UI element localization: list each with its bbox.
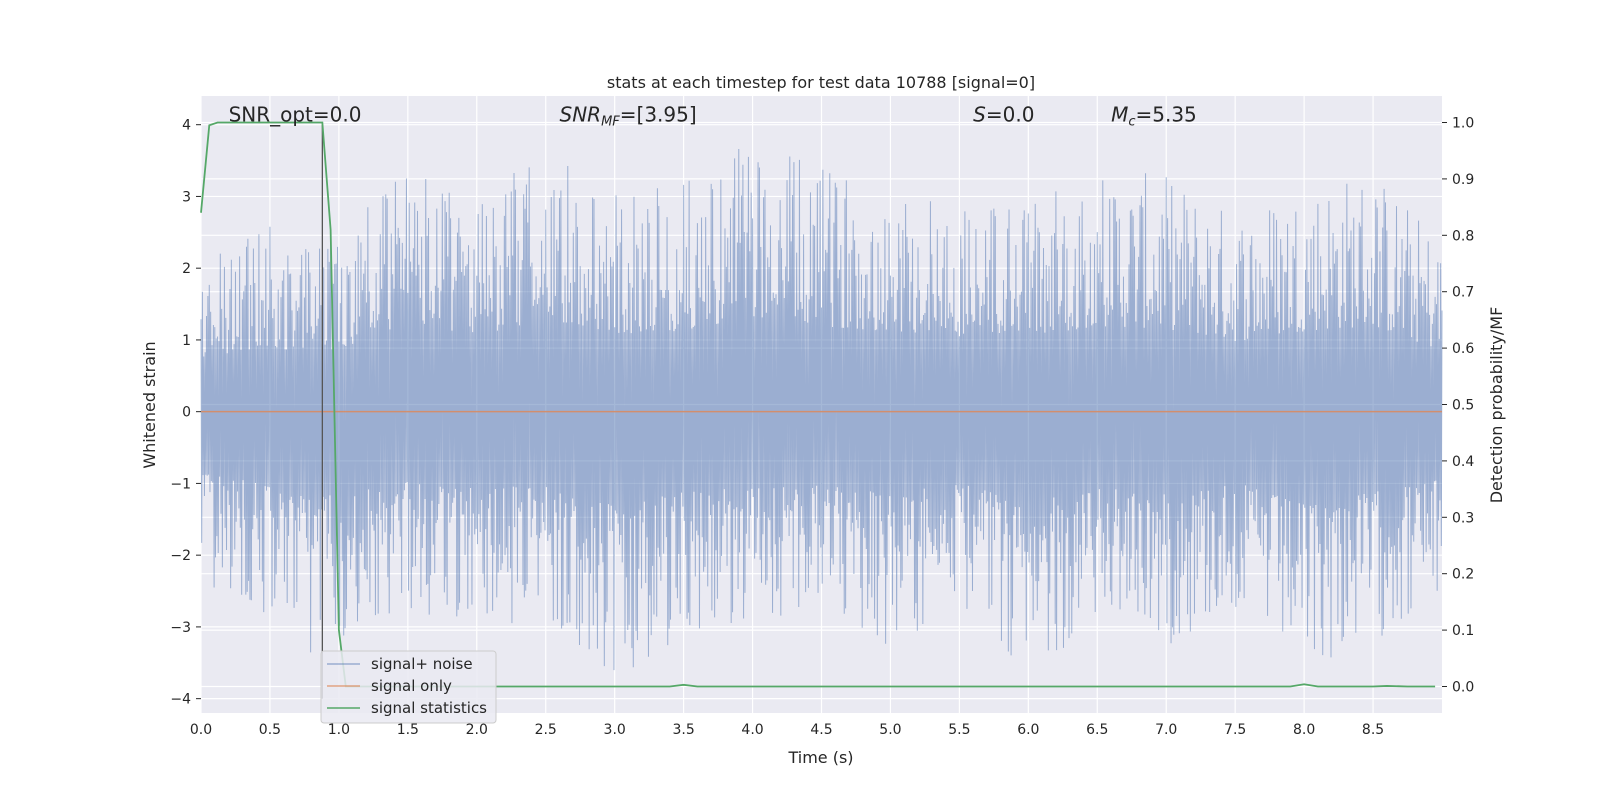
y2-tick-label: 1.0 — [1452, 116, 1474, 132]
y-tick-label: −2 — [170, 548, 191, 564]
y-tick-label: 1 — [182, 333, 191, 349]
annotation-snr-opt: SNR_opt=0.0 — [229, 103, 362, 127]
annotation-value: =5.35 — [1135, 103, 1196, 127]
x-tick-label: 5.5 — [948, 722, 970, 738]
y2-axis-label: Detection probability/MF — [1487, 307, 1506, 504]
series-signal-statistics-line — [200, 121, 1436, 688]
y2-tick-label: 0.3 — [1452, 510, 1474, 526]
x-tick-label: 1.5 — [397, 722, 419, 738]
y-tick-label: −4 — [170, 692, 191, 708]
annotation-s: S=0.0 — [973, 103, 1034, 127]
x-tick-label: 8.0 — [1293, 722, 1315, 738]
series-layer — [200, 121, 1443, 699]
legend-label-signal-noise: signal+ noise — [371, 655, 473, 673]
legend: signal+ noise signal only signal statist… — [320, 650, 497, 724]
x-tick-label: 2.5 — [535, 722, 557, 738]
y-tick-label: −1 — [170, 476, 191, 492]
x-tick-label: 4.5 — [810, 722, 832, 738]
x-axis-label: Time (s) — [787, 748, 853, 767]
annotation-symbol: SNR — [560, 103, 602, 127]
annotation-symbol: M — [1111, 103, 1128, 127]
annotation-value: =0.0 — [986, 103, 1035, 127]
y-tick-label: 2 — [182, 261, 191, 277]
y-tick-label: 4 — [182, 118, 191, 134]
x-tick-label: 3.0 — [604, 722, 626, 738]
x-tick-label: 0.5 — [259, 722, 281, 738]
annotations: SNR_opt=0.0 SNRMF=[3.95] S=0.0 Mc=5.35 — [229, 103, 1197, 130]
legend-label-signal-only: signal only — [371, 677, 452, 695]
x-tick-label: 3.5 — [672, 722, 694, 738]
annotation-subscript: c — [1128, 115, 1135, 130]
y2-tick-label: 0.6 — [1452, 341, 1474, 357]
x-tick-label: 1.0 — [328, 722, 350, 738]
y2-tick-label: 0.9 — [1452, 172, 1474, 188]
x-tick-label: 0.0 — [190, 722, 212, 738]
y2-tick-label: 0.7 — [1452, 285, 1474, 301]
y2-tick-label: 0.5 — [1452, 398, 1474, 414]
chart-title: stats at each timestep for test data 107… — [607, 73, 1035, 92]
x-tick-label: 8.5 — [1362, 722, 1384, 738]
y-tick-label: −3 — [170, 620, 191, 636]
x-tick-label: 2.0 — [466, 722, 488, 738]
x-tick-label: 5.0 — [879, 722, 901, 738]
y-axis-label: Whitened strain — [140, 341, 159, 468]
annotation-mc: Mc=5.35 — [1111, 103, 1197, 130]
x-tick-label: 7.5 — [1224, 722, 1246, 738]
x-tick-label: 4.0 — [741, 722, 763, 738]
y-tick-label: 0 — [182, 405, 191, 421]
series-signal-noise-line — [200, 149, 1443, 671]
y2-tick-label: 0.1 — [1452, 623, 1474, 639]
annotation-symbol: S — [973, 103, 986, 127]
x-tick-label: 6.0 — [1017, 722, 1039, 738]
y2-tick-label: 0.0 — [1452, 679, 1474, 695]
legend-label-signal-statistics: signal statistics — [371, 699, 487, 717]
axis-layer: 0.0 0.5 1.0 1.5 2.0 2.5 3.0 3.5 4.0 4.5 5.0 5.5 6.0 6… — [170, 116, 1474, 738]
x-tick-label: 6.5 — [1086, 722, 1108, 738]
y2-tick-label: 0.8 — [1452, 228, 1474, 244]
y-tick-label: 3 — [182, 189, 191, 205]
y2-tick-label: 0.2 — [1452, 567, 1474, 583]
y2-tick-label: 0.4 — [1452, 454, 1474, 470]
legend-box — [320, 650, 497, 724]
x-tick-label: 7.0 — [1155, 722, 1177, 738]
annotation-snr-mf: SNRMF=[3.95] — [560, 103, 697, 130]
annotation-value: =[3.95] — [620, 103, 697, 127]
annotation-subscript: MF — [601, 115, 620, 130]
